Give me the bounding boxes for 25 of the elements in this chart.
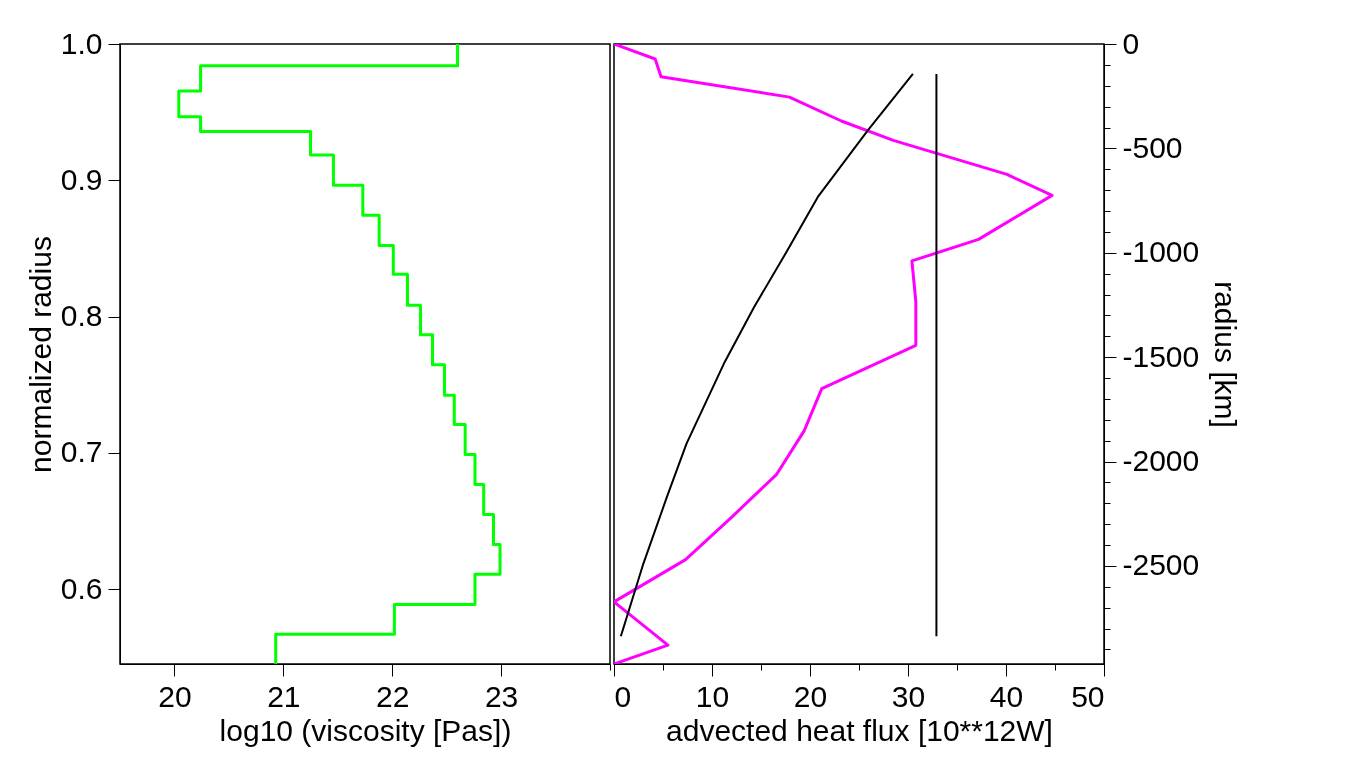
y2-tick-label: -1500: [1122, 339, 1200, 373]
x-tick-label: 40: [989, 679, 1024, 713]
x-tick-label: 0: [614, 679, 632, 713]
y-tick-label: 0.8: [60, 299, 103, 333]
x-tick-label: 30: [891, 679, 926, 713]
y-tick-label: 0.9: [60, 162, 103, 196]
x-tick-label: 10: [695, 679, 730, 713]
y2-axis-title: radius [km]: [1209, 281, 1243, 428]
y2-tick-label: -2500: [1122, 548, 1200, 582]
y-tick-label: 0.6: [60, 571, 103, 605]
x-tick-label: 50: [1071, 679, 1105, 713]
x-tick-label: 22: [376, 679, 410, 713]
y-axis-title: normalized radius: [23, 236, 57, 473]
x-axis-title: log10 (viscosity [Pas]): [219, 713, 512, 747]
y-tick-label: 0.7: [60, 435, 103, 469]
y-tick-label: 1.0: [60, 26, 103, 60]
y2-tick-label: 0: [1122, 26, 1140, 60]
x-tick-label: 20: [158, 679, 192, 713]
x-tick-label: 23: [484, 679, 519, 713]
x-tick-label: 21: [267, 679, 301, 713]
y2-tick-label: -2000: [1122, 444, 1200, 478]
y2-tick-label: -1000: [1122, 235, 1200, 269]
x-axis-title: advected heat flux [10**12W]: [666, 713, 1053, 747]
y2-tick-label: -500: [1122, 130, 1183, 164]
x-tick-label: 20: [793, 679, 828, 713]
